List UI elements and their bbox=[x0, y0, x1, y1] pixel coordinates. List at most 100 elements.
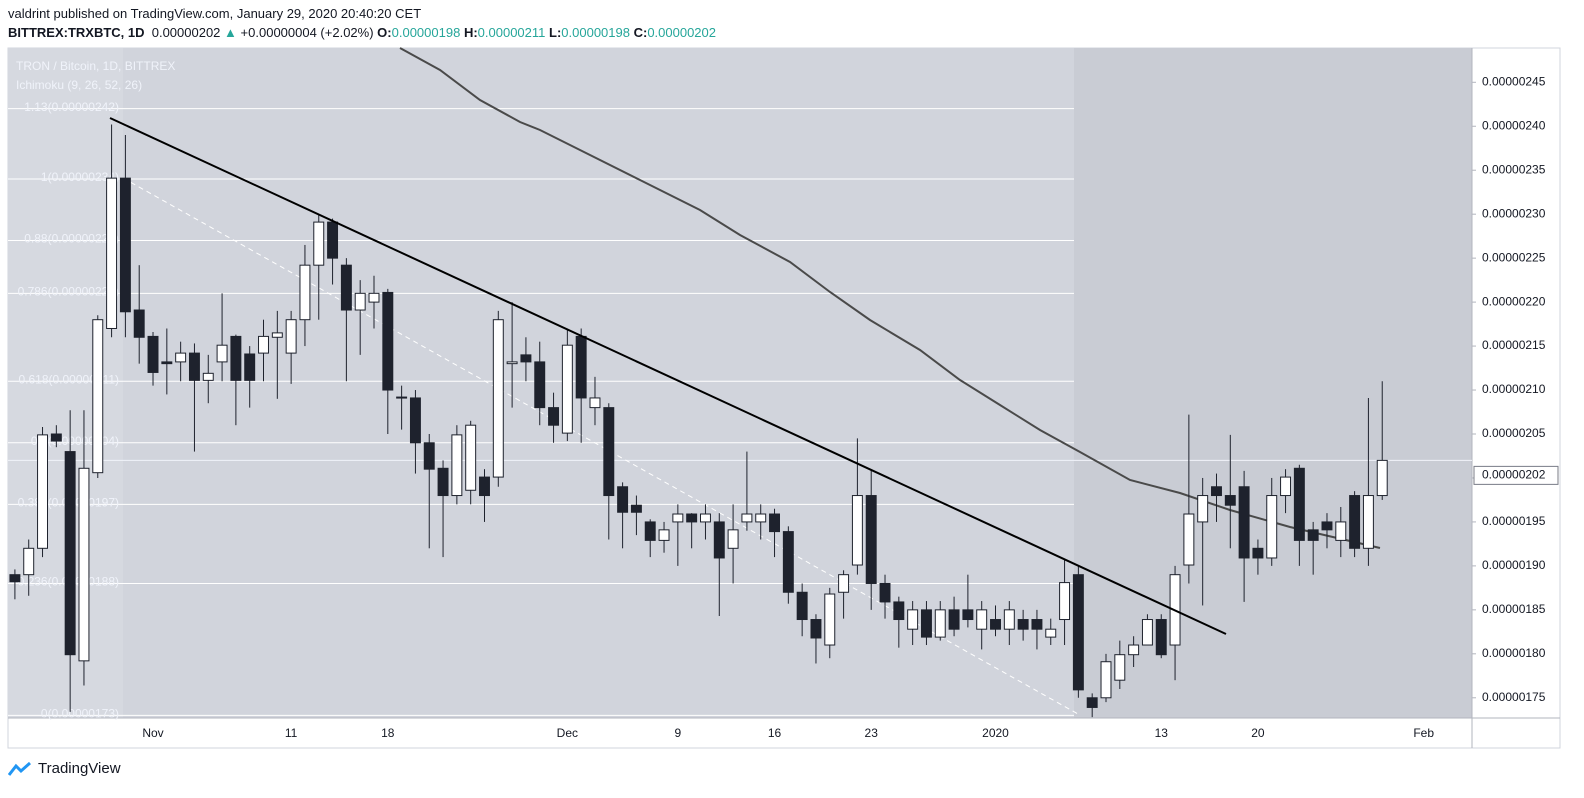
candle-body bbox=[865, 495, 877, 584]
candle-body bbox=[838, 574, 850, 593]
y-tick-label: 0.00000235 bbox=[1482, 162, 1546, 176]
candle-body bbox=[1197, 495, 1209, 523]
x-tick-label: 11 bbox=[285, 726, 298, 740]
candle-body bbox=[1086, 697, 1098, 708]
candle-body bbox=[1224, 495, 1236, 506]
candle-body bbox=[1114, 654, 1126, 681]
candle-body bbox=[9, 574, 21, 583]
candle-body bbox=[382, 291, 394, 391]
candle-body bbox=[520, 354, 532, 363]
candle-body bbox=[216, 344, 228, 363]
candle-body bbox=[589, 397, 601, 409]
candle-body bbox=[92, 319, 104, 474]
footer: TradingView bbox=[8, 760, 121, 777]
candle-body bbox=[451, 434, 463, 497]
candle-body bbox=[644, 521, 656, 541]
candle-body bbox=[575, 335, 587, 399]
candle-body bbox=[119, 177, 131, 313]
x-tick-label: Nov bbox=[142, 726, 163, 740]
candle-body bbox=[396, 396, 408, 399]
last-price-box bbox=[1473, 465, 1559, 485]
candle-body bbox=[50, 433, 62, 442]
candle-body bbox=[810, 619, 822, 639]
ohlc-label: H: bbox=[463, 25, 478, 40]
x-tick-label: 23 bbox=[865, 726, 879, 740]
candle-body bbox=[976, 609, 988, 630]
x-tick-label: Dec bbox=[557, 726, 578, 740]
y-tick-label: 0.00000175 bbox=[1482, 690, 1546, 704]
candle-body bbox=[1059, 582, 1071, 621]
candle-body bbox=[1376, 459, 1388, 497]
y-tick-label: 0.00000180 bbox=[1482, 646, 1546, 660]
candle-body bbox=[409, 397, 421, 444]
y-tick-label: 0.00000210 bbox=[1482, 382, 1546, 396]
candle-body bbox=[1155, 619, 1167, 656]
candle-body bbox=[327, 221, 339, 259]
candle-body bbox=[1307, 529, 1319, 541]
candle-body bbox=[1211, 486, 1222, 497]
ohlc-value: 0.00000202 bbox=[647, 25, 716, 40]
ohlc-label: O: bbox=[377, 25, 392, 40]
candle-body bbox=[548, 407, 560, 426]
y-tick-label: 0.00000190 bbox=[1482, 558, 1546, 572]
trend-line bbox=[109, 117, 1227, 635]
change-arrow: ▲ bbox=[224, 25, 237, 40]
candle-body bbox=[465, 424, 477, 491]
candle-body bbox=[285, 319, 297, 354]
candle-body bbox=[934, 609, 946, 638]
legend-title: TRON / Bitcoin, 1D, BITTREX bbox=[16, 59, 175, 73]
candle-body bbox=[713, 521, 725, 559]
candle-body bbox=[64, 451, 76, 656]
publisher: valdrint published on TradingView.com, J… bbox=[8, 6, 422, 21]
candle-body bbox=[658, 529, 670, 541]
fib-label: 0.786(0.00000221) bbox=[18, 284, 119, 298]
candle-body bbox=[907, 609, 919, 630]
candle-body bbox=[202, 372, 214, 381]
y-tick-label: 0.00000215 bbox=[1482, 338, 1546, 352]
fib-label: 0.618(0.00000211) bbox=[18, 372, 119, 386]
candle-body bbox=[175, 352, 187, 363]
ohlc-label: L: bbox=[549, 25, 562, 40]
brand: TradingView bbox=[38, 760, 121, 777]
logo-icon bbox=[8, 761, 31, 776]
candle-body bbox=[37, 434, 49, 549]
candle-body bbox=[1128, 644, 1140, 656]
candle-body bbox=[1100, 661, 1112, 699]
x-tick-label: 18 bbox=[381, 726, 395, 740]
candle-body bbox=[1321, 521, 1333, 531]
publisher-line: valdrint published on TradingView.com, J… bbox=[8, 6, 421, 21]
y-tick-label: 0.00000205 bbox=[1482, 426, 1546, 440]
x-tick-label: 9 bbox=[675, 726, 682, 740]
candle-body bbox=[851, 495, 863, 566]
candle-body bbox=[368, 292, 380, 303]
candle-body bbox=[1362, 495, 1374, 549]
candle-body bbox=[782, 531, 794, 593]
candle-body bbox=[271, 332, 283, 338]
candle-body bbox=[147, 335, 159, 373]
candle-body bbox=[990, 619, 1001, 630]
x-tick-label: 2020 bbox=[982, 726, 1009, 740]
candle-body bbox=[617, 486, 629, 513]
x-tick-label: Feb bbox=[1413, 726, 1434, 740]
candle-body bbox=[672, 513, 684, 523]
last: 0.00000202 bbox=[151, 25, 221, 40]
ohlc-value: 0.00000198 bbox=[391, 25, 461, 40]
candle-body bbox=[437, 467, 449, 497]
candle-body bbox=[1045, 628, 1057, 638]
x-tick-label: 20 bbox=[1251, 726, 1265, 740]
x-tick-label: 16 bbox=[768, 726, 782, 740]
candle-body bbox=[299, 264, 311, 321]
candle-body bbox=[1141, 619, 1153, 646]
candle-body bbox=[893, 601, 905, 621]
candle-body bbox=[1072, 574, 1084, 691]
candle-body bbox=[78, 467, 90, 662]
candle-body bbox=[561, 344, 573, 434]
symbol: BITTREX:TRXBTC, 1D bbox=[8, 25, 145, 40]
candle-body bbox=[258, 335, 269, 354]
y-tick-label: 0.00000195 bbox=[1482, 514, 1546, 528]
candle-body bbox=[755, 513, 767, 523]
candle-body bbox=[230, 335, 242, 381]
candle-body bbox=[1017, 619, 1029, 630]
